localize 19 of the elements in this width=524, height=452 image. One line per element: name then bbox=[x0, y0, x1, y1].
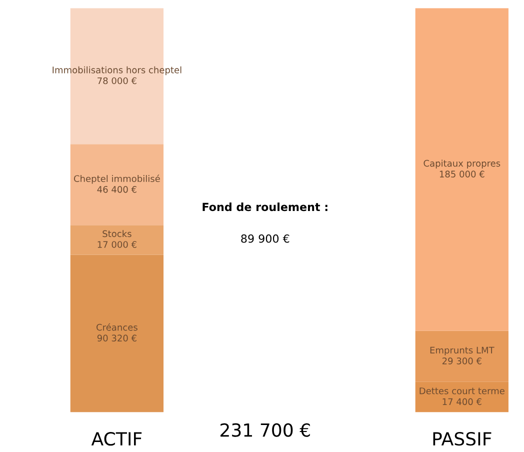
text: 231 700 € bbox=[220, 423, 310, 437]
series-label: Créances bbox=[96, 323, 138, 331]
data-label: 17 400 € bbox=[442, 398, 482, 406]
annotation: Fond de roulement : bbox=[202, 202, 328, 212]
data-label: 90 320 € bbox=[97, 334, 136, 342]
series-label: Dettes court terme bbox=[420, 388, 504, 394]
data-label: 17 000 € bbox=[98, 241, 136, 248]
series-label: Immobilisations hors cheptel bbox=[52, 66, 182, 76]
series-label: Emprunts LMT bbox=[430, 346, 494, 356]
data-label: 78 000 € bbox=[98, 77, 136, 84]
x-tick-label: PASSIF bbox=[433, 432, 492, 446]
series-label: Cheptel immobilisé bbox=[74, 174, 160, 184]
data-label: 46 400 € bbox=[97, 186, 136, 193]
annotation: 89 900 € bbox=[241, 234, 290, 243]
data-label: 185 000 € bbox=[440, 170, 484, 178]
data-label: 29 300 € bbox=[442, 358, 482, 364]
series-label: Capitaux propres bbox=[424, 160, 500, 168]
series-label: Stocks bbox=[102, 230, 132, 238]
x-tick-label: ACTIF bbox=[91, 432, 142, 446]
